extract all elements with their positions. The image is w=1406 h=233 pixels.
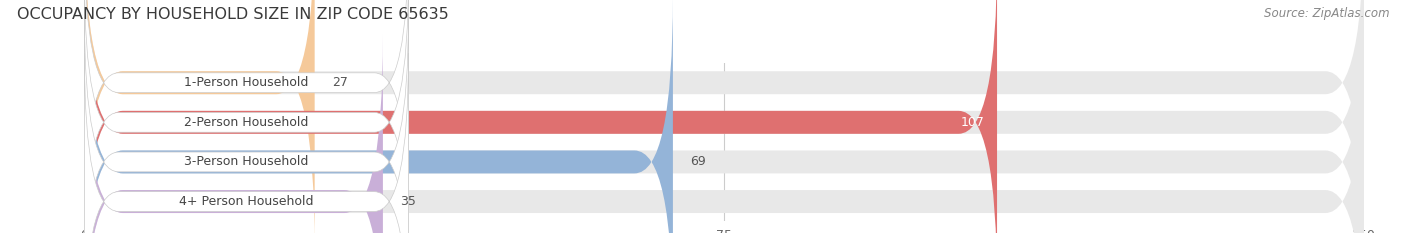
FancyBboxPatch shape bbox=[84, 0, 673, 233]
FancyBboxPatch shape bbox=[84, 53, 409, 233]
Text: 107: 107 bbox=[960, 116, 984, 129]
FancyBboxPatch shape bbox=[84, 35, 382, 233]
FancyBboxPatch shape bbox=[84, 13, 409, 233]
Text: OCCUPANCY BY HOUSEHOLD SIZE IN ZIP CODE 65635: OCCUPANCY BY HOUSEHOLD SIZE IN ZIP CODE … bbox=[17, 7, 449, 22]
Text: 35: 35 bbox=[399, 195, 416, 208]
Text: 1-Person Household: 1-Person Household bbox=[184, 76, 308, 89]
FancyBboxPatch shape bbox=[84, 0, 1364, 233]
FancyBboxPatch shape bbox=[84, 0, 997, 233]
Text: 3-Person Household: 3-Person Household bbox=[184, 155, 308, 168]
Text: 69: 69 bbox=[690, 155, 706, 168]
Text: 2-Person Household: 2-Person Household bbox=[184, 116, 308, 129]
FancyBboxPatch shape bbox=[84, 35, 1364, 233]
FancyBboxPatch shape bbox=[84, 0, 409, 231]
FancyBboxPatch shape bbox=[84, 0, 315, 233]
Text: 27: 27 bbox=[332, 76, 347, 89]
Text: Source: ZipAtlas.com: Source: ZipAtlas.com bbox=[1264, 7, 1389, 20]
Text: 4+ Person Household: 4+ Person Household bbox=[179, 195, 314, 208]
FancyBboxPatch shape bbox=[84, 0, 409, 233]
FancyBboxPatch shape bbox=[84, 0, 1364, 233]
FancyBboxPatch shape bbox=[84, 0, 1364, 233]
